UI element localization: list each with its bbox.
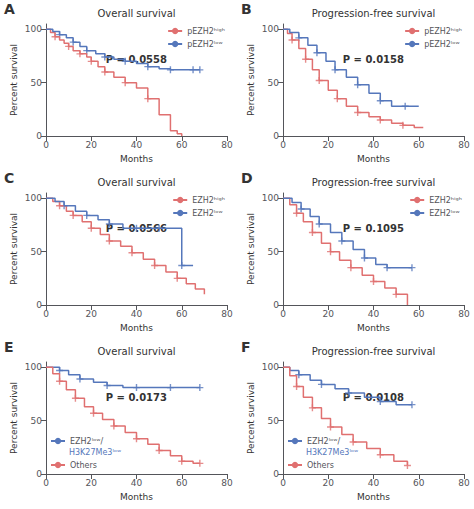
svg-text:60: 60 (413, 140, 425, 150)
svg-text:20: 20 (323, 309, 335, 319)
svg-text:0: 0 (280, 140, 286, 150)
svg-text:P = 0.0173: P = 0.0173 (106, 392, 167, 403)
svg-text:50: 50 (268, 78, 280, 88)
svg-text:Months: Months (357, 154, 390, 164)
svg-text:P = 0.0566: P = 0.0566 (105, 223, 167, 235)
svg-text:20: 20 (323, 478, 335, 488)
svg-text:20: 20 (86, 140, 98, 150)
svg-text:40: 40 (131, 309, 143, 319)
svg-text:0: 0 (280, 309, 286, 319)
svg-text:0: 0 (280, 478, 286, 488)
svg-text:40: 40 (131, 140, 143, 150)
svg-text:100: 100 (262, 24, 279, 34)
svg-text:40: 40 (368, 309, 380, 319)
svg-text:40: 40 (368, 140, 380, 150)
svg-text:Progression-free survival: Progression-free survival (312, 8, 436, 19)
svg-text:Percent survival: Percent survival (9, 213, 19, 285)
svg-text:Months: Months (120, 323, 153, 333)
svg-text:80: 80 (221, 309, 233, 319)
svg-text:P = 0.0158: P = 0.0158 (343, 54, 404, 65)
svg-text:100: 100 (25, 193, 42, 203)
svg-text:pEZH2ˡᵒʷ: pEZH2ˡᵒʷ (187, 40, 222, 49)
svg-text:50: 50 (268, 416, 280, 426)
svg-text:60: 60 (176, 478, 188, 488)
svg-text:0: 0 (273, 469, 279, 479)
svg-text:80: 80 (458, 309, 470, 319)
svg-text:F: F (241, 339, 251, 355)
svg-text:C: C (4, 170, 14, 186)
svg-text:Percent survival: Percent survival (9, 44, 19, 116)
svg-text:60: 60 (413, 478, 425, 488)
svg-text:20: 20 (86, 478, 98, 488)
svg-text:0: 0 (36, 300, 42, 310)
svg-text:40: 40 (131, 478, 143, 488)
svg-text:pEZH2ˡᵒʷ: pEZH2ˡᵒʷ (424, 40, 459, 49)
svg-text:50: 50 (31, 247, 43, 257)
svg-text:0: 0 (43, 478, 49, 488)
svg-text:P = 0.0558: P = 0.0558 (105, 54, 167, 66)
svg-text:Others: Others (307, 461, 334, 470)
svg-text:80: 80 (221, 478, 233, 488)
svg-text:EZH2ˡᵒʷ/: EZH2ˡᵒʷ/ (70, 437, 103, 446)
svg-text:100: 100 (262, 193, 279, 203)
svg-text:80: 80 (458, 140, 470, 150)
svg-text:60: 60 (176, 309, 188, 319)
svg-text:Months: Months (357, 323, 390, 333)
svg-text:0: 0 (36, 469, 42, 479)
svg-text:50: 50 (31, 416, 43, 426)
svg-text:Overall survival: Overall survival (97, 346, 175, 357)
svg-text:100: 100 (25, 24, 42, 34)
svg-text:pEZH2ʰⁱᵍʰ: pEZH2ʰⁱᵍʰ (187, 27, 225, 36)
svg-text:H3K27Me3ˡᵒʷ: H3K27Me3ˡᵒʷ (306, 448, 358, 457)
svg-text:EZH2ˡᵒʷ: EZH2ˡᵒʷ (429, 209, 459, 218)
svg-text:40: 40 (368, 478, 380, 488)
svg-text:Months: Months (120, 492, 153, 502)
svg-text:Overall survival: Overall survival (97, 8, 175, 19)
svg-text:50: 50 (31, 78, 43, 88)
svg-text:0: 0 (36, 131, 42, 141)
svg-text:pEZH2ʰⁱᵍʰ: pEZH2ʰⁱᵍʰ (424, 27, 462, 36)
svg-text:Percent survival: Percent survival (246, 382, 256, 454)
svg-text:EZH2ʰⁱᵍʰ: EZH2ʰⁱᵍʰ (192, 196, 225, 205)
svg-text:EZH2ˡᵒʷ: EZH2ˡᵒʷ (192, 209, 222, 218)
svg-text:80: 80 (221, 140, 233, 150)
svg-text:80: 80 (458, 478, 470, 488)
svg-text:Others: Others (70, 461, 97, 470)
svg-text:Percent survival: Percent survival (246, 44, 256, 116)
svg-text:Progression-free survival: Progression-free survival (312, 177, 436, 188)
svg-text:H3K27Me3ˡᵒʷ: H3K27Me3ˡᵒʷ (69, 448, 121, 457)
svg-text:B: B (241, 1, 252, 17)
svg-text:0: 0 (273, 300, 279, 310)
svg-text:EZH2ˡᵒʷ/: EZH2ˡᵒʷ/ (307, 437, 340, 446)
svg-text:Progression-free survival: Progression-free survival (312, 346, 436, 357)
svg-text:P = 0.0108: P = 0.0108 (342, 392, 404, 404)
svg-text:0: 0 (273, 131, 279, 141)
svg-text:Months: Months (120, 154, 153, 164)
svg-text:60: 60 (176, 140, 188, 150)
svg-text:100: 100 (25, 362, 42, 372)
svg-text:Percent survival: Percent survival (9, 382, 19, 454)
svg-text:Percent survival: Percent survival (246, 213, 256, 285)
svg-text:100: 100 (262, 362, 279, 372)
svg-text:EZH2ʰⁱᵍʰ: EZH2ʰⁱᵍʰ (429, 196, 462, 205)
svg-text:20: 20 (323, 140, 335, 150)
svg-text:Months: Months (357, 492, 390, 502)
svg-text:P = 0.1095: P = 0.1095 (343, 223, 404, 234)
svg-text:D: D (241, 170, 253, 186)
svg-text:60: 60 (413, 309, 425, 319)
svg-text:A: A (4, 1, 15, 17)
svg-text:Overall survival: Overall survival (97, 177, 175, 188)
svg-text:0: 0 (43, 140, 49, 150)
svg-text:E: E (4, 339, 14, 355)
svg-text:50: 50 (268, 247, 280, 257)
svg-text:20: 20 (86, 309, 98, 319)
svg-text:0: 0 (43, 309, 49, 319)
